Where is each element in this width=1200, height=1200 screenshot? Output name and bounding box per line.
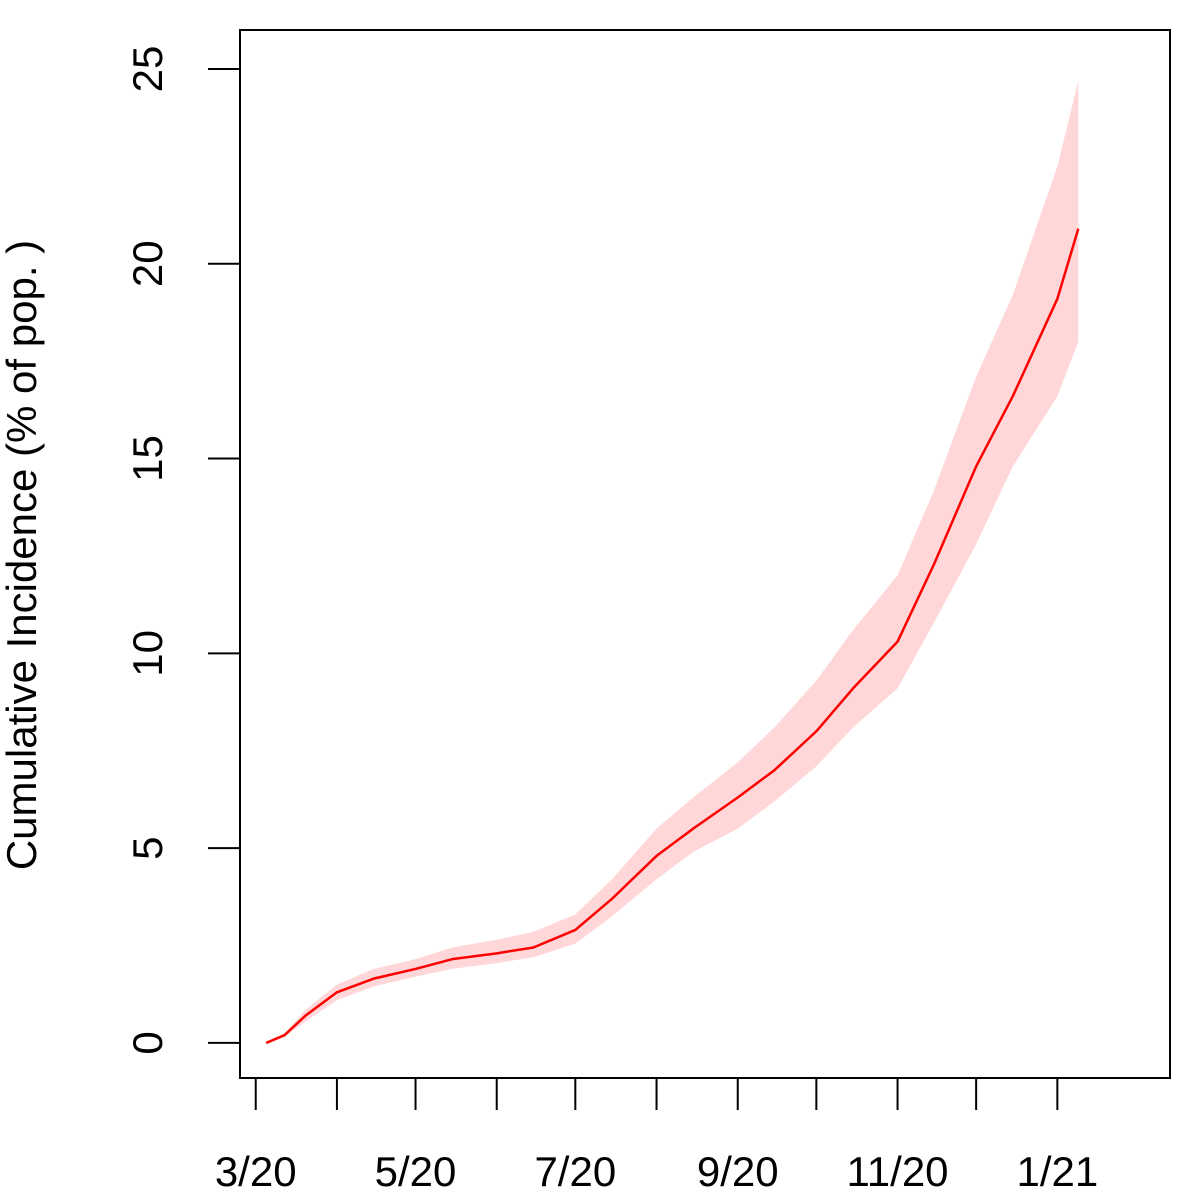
x-tick-label: 11/20 [847,1148,949,1195]
y-tick-label: 10 [124,630,171,677]
y-tick-label: 25 [124,46,171,93]
x-tick-label: 3/20 [215,1148,297,1195]
incidence-line [265,228,1080,1045]
x-tick-label: 5/20 [375,1148,457,1195]
x-tick-label: 7/20 [534,1148,616,1195]
y-tick-label: 15 [124,435,171,482]
x-tick-label: 1/21 [1016,1148,1098,1195]
y-tick-label: 5 [124,836,171,859]
y-tick-label: 0 [124,1031,171,1054]
plot-frame [239,29,1171,1079]
plot-area [265,80,1080,1045]
y-axis: 0 5 10 15 20 25 [124,46,241,1055]
y-axis-label: Cumulative Incidence (% of pop. ) [0,240,45,870]
x-axis: 3/20 5/20 7/20 9/20 11/20 1/21 [215,1077,1098,1195]
confidence-band [266,80,1079,1043]
y-tick-label: 20 [124,240,171,287]
x-tick-label: 9/20 [697,1148,779,1195]
